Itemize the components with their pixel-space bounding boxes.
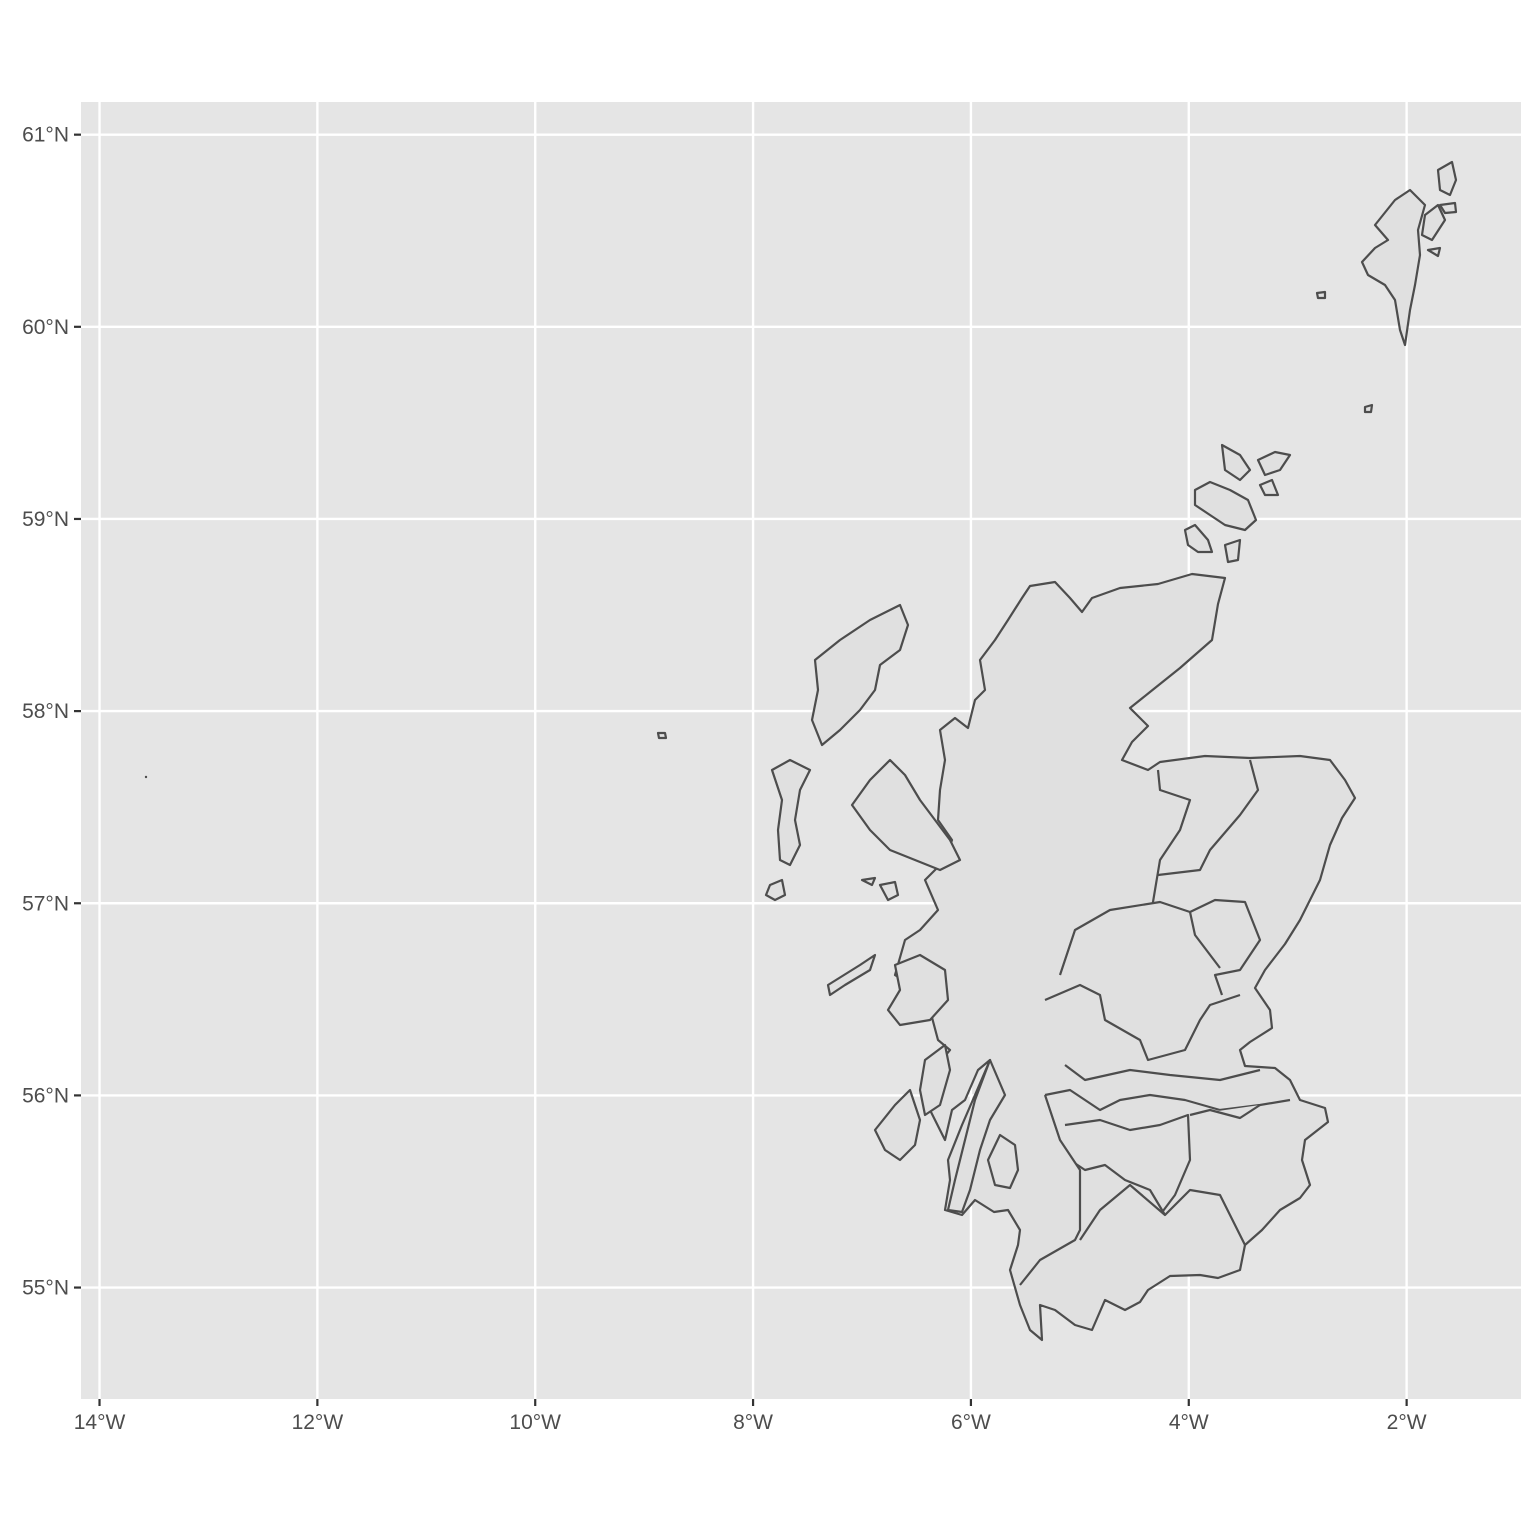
shetland-whalsay [1426, 246, 1442, 258]
region-boundary [1148, 769, 1192, 921]
land-regions [144, 160, 1458, 1342]
mull-island [886, 953, 950, 1027]
orkney-hoy [1183, 523, 1214, 554]
kintyre-peninsula [946, 1058, 1007, 1214]
y-tick-label: 55°N [22, 1277, 69, 1300]
region-boundary [1058, 898, 1262, 996]
y-tick-label: 58°N [22, 700, 69, 723]
x-tick-label: 10°W [509, 1411, 561, 1434]
orkney-south-isles [1223, 538, 1242, 564]
region-boundary [1157, 759, 1260, 877]
orkney-north-isles [1256, 450, 1292, 477]
y-tick-label: 61°N [22, 124, 69, 147]
fair-isle [1363, 403, 1374, 414]
region-boundary [1079, 1183, 1246, 1246]
region-boundary [1044, 1088, 1291, 1112]
eigg-island [860, 876, 877, 887]
coll-tiree-island [826, 953, 877, 997]
x-tick-label: 2°W [1387, 1411, 1427, 1434]
shetland-mainland [1360, 188, 1427, 347]
plot-panel [81, 102, 1521, 1399]
foula-island [1315, 290, 1327, 300]
lewis-harris-island [810, 603, 910, 747]
shetland-fetlar [1438, 201, 1458, 215]
arran-island [986, 1133, 1020, 1190]
uist-islands [770, 758, 812, 867]
orkney-mainland [1193, 480, 1258, 532]
orkney-north-isles [1258, 478, 1280, 497]
y-tick-label: 57°N [22, 892, 69, 915]
x-tick-label: 6°W [951, 1411, 991, 1434]
region-boundary [1019, 1094, 1082, 1286]
x-tick-label: 8°W [733, 1411, 773, 1434]
shetland-yell [1420, 203, 1447, 242]
region-boundary [1064, 1113, 1192, 1216]
axes: 14°W 12°W 10°W 8°W 6°W 4°W 2°W 61°N 60°N 59°N 58°N… [22, 124, 1427, 1434]
region-boundary [1044, 983, 1241, 1062]
y-tick-label: 59°N [22, 508, 69, 531]
region-boundary [1189, 1104, 1261, 1120]
orkney-north-isles [1220, 443, 1252, 482]
region-boundary [1188, 911, 1221, 969]
barra-island [764, 878, 787, 902]
jura-island [918, 1043, 952, 1117]
y-tick-label: 56°N [22, 1084, 69, 1107]
y-tick-label: 60°N [22, 316, 69, 339]
shetland-unst [1436, 160, 1458, 197]
region-boundary [1064, 1064, 1261, 1082]
rum-island [878, 880, 900, 902]
x-tick-label: 12°W [292, 1411, 344, 1434]
skye-island [850, 758, 962, 872]
x-tick-label: 4°W [1169, 1411, 1209, 1434]
north-rona-island [656, 731, 668, 740]
x-tick-label: 14°W [74, 1411, 126, 1434]
rockall-islet [144, 775, 148, 779]
islay-island [873, 1088, 922, 1162]
